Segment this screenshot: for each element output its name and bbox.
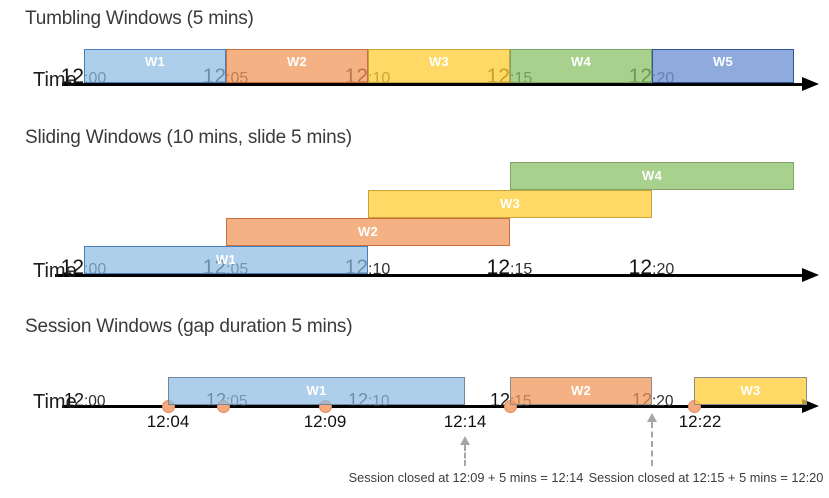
event-time-label: 12:09 bbox=[303, 412, 347, 431]
window-sliding-w2: W2 bbox=[226, 218, 510, 246]
callout-dashed-line bbox=[464, 445, 466, 466]
axis-tick-hour: 12 bbox=[60, 256, 84, 279]
section-title-sliding: Sliding Windows (10 mins, slide 5 mins) bbox=[25, 127, 352, 148]
callout-dashed-line bbox=[651, 422, 653, 466]
window-label: W2 bbox=[570, 382, 592, 398]
window-sliding-w1: W1 bbox=[84, 246, 368, 274]
window-label: W4 bbox=[641, 167, 663, 183]
callout-arrowhead bbox=[460, 436, 470, 445]
axis-tick-minutes: :15 bbox=[510, 261, 533, 278]
event-time-label: 12:14 bbox=[443, 412, 487, 431]
window-tumbling-w2: W2 bbox=[226, 49, 368, 83]
window-label: W2 bbox=[357, 223, 379, 239]
axis-tick-minutes: :20 bbox=[652, 392, 674, 410]
time-axis-label: Time bbox=[33, 260, 77, 282]
window-session-w3: W3 bbox=[694, 377, 807, 405]
section-title-tumbling: Tumbling Windows (5 mins) bbox=[25, 8, 254, 29]
time-axis-line bbox=[62, 405, 804, 408]
axis-tick-minutes: :20 bbox=[652, 261, 675, 278]
window-label: W4 bbox=[570, 53, 592, 69]
time-axis-label: Time bbox=[33, 69, 77, 91]
window-label: W3 bbox=[740, 382, 761, 398]
window-label: W1 bbox=[144, 53, 166, 69]
time-axis-line bbox=[62, 83, 804, 86]
window-session-w1: W1 bbox=[168, 377, 465, 405]
axis-tick-hour: 12 bbox=[63, 390, 84, 410]
section-title-session: Session Windows (gap duration 5 mins) bbox=[25, 316, 353, 337]
window-label: W3 bbox=[428, 53, 450, 69]
window-sliding-w3: W3 bbox=[368, 190, 652, 218]
callout-note: Session closed at 12:15 + 5 mins = 12:20 bbox=[588, 470, 824, 485]
window-session-w2: W2 bbox=[510, 377, 652, 405]
window-tumbling-w5: W5 bbox=[652, 49, 794, 83]
axis-tick-minutes: :00 bbox=[84, 392, 106, 410]
callout-note: Session closed at 12:09 + 5 mins = 12:14 bbox=[348, 470, 584, 485]
window-tumbling-w3: W3 bbox=[368, 49, 510, 83]
event-time-label: 12:04 bbox=[146, 412, 190, 431]
time-axis-line bbox=[55, 274, 804, 277]
callout-arrowhead bbox=[647, 413, 657, 422]
axis-tick-hour: 12 bbox=[486, 256, 510, 279]
window-label: W1 bbox=[215, 251, 237, 267]
window-label: W3 bbox=[499, 195, 521, 211]
axis-tick-hour: 12 bbox=[60, 65, 84, 88]
window-tumbling-w1: W1 bbox=[84, 49, 226, 83]
axis-tick-hour: 12 bbox=[628, 256, 652, 279]
axis-tick-minutes: :10 bbox=[368, 261, 391, 278]
window-sliding-w4: W4 bbox=[510, 162, 794, 190]
time-axis-arrowhead bbox=[802, 77, 819, 92]
window-label: W2 bbox=[286, 53, 308, 69]
window-label: W5 bbox=[712, 53, 734, 69]
window-label: W1 bbox=[306, 382, 327, 398]
time-axis-arrowhead bbox=[802, 268, 819, 283]
time-axis-label: Time bbox=[33, 391, 77, 413]
window-tumbling-w4: W4 bbox=[510, 49, 652, 83]
event-time-label: 12:22 bbox=[678, 412, 722, 431]
